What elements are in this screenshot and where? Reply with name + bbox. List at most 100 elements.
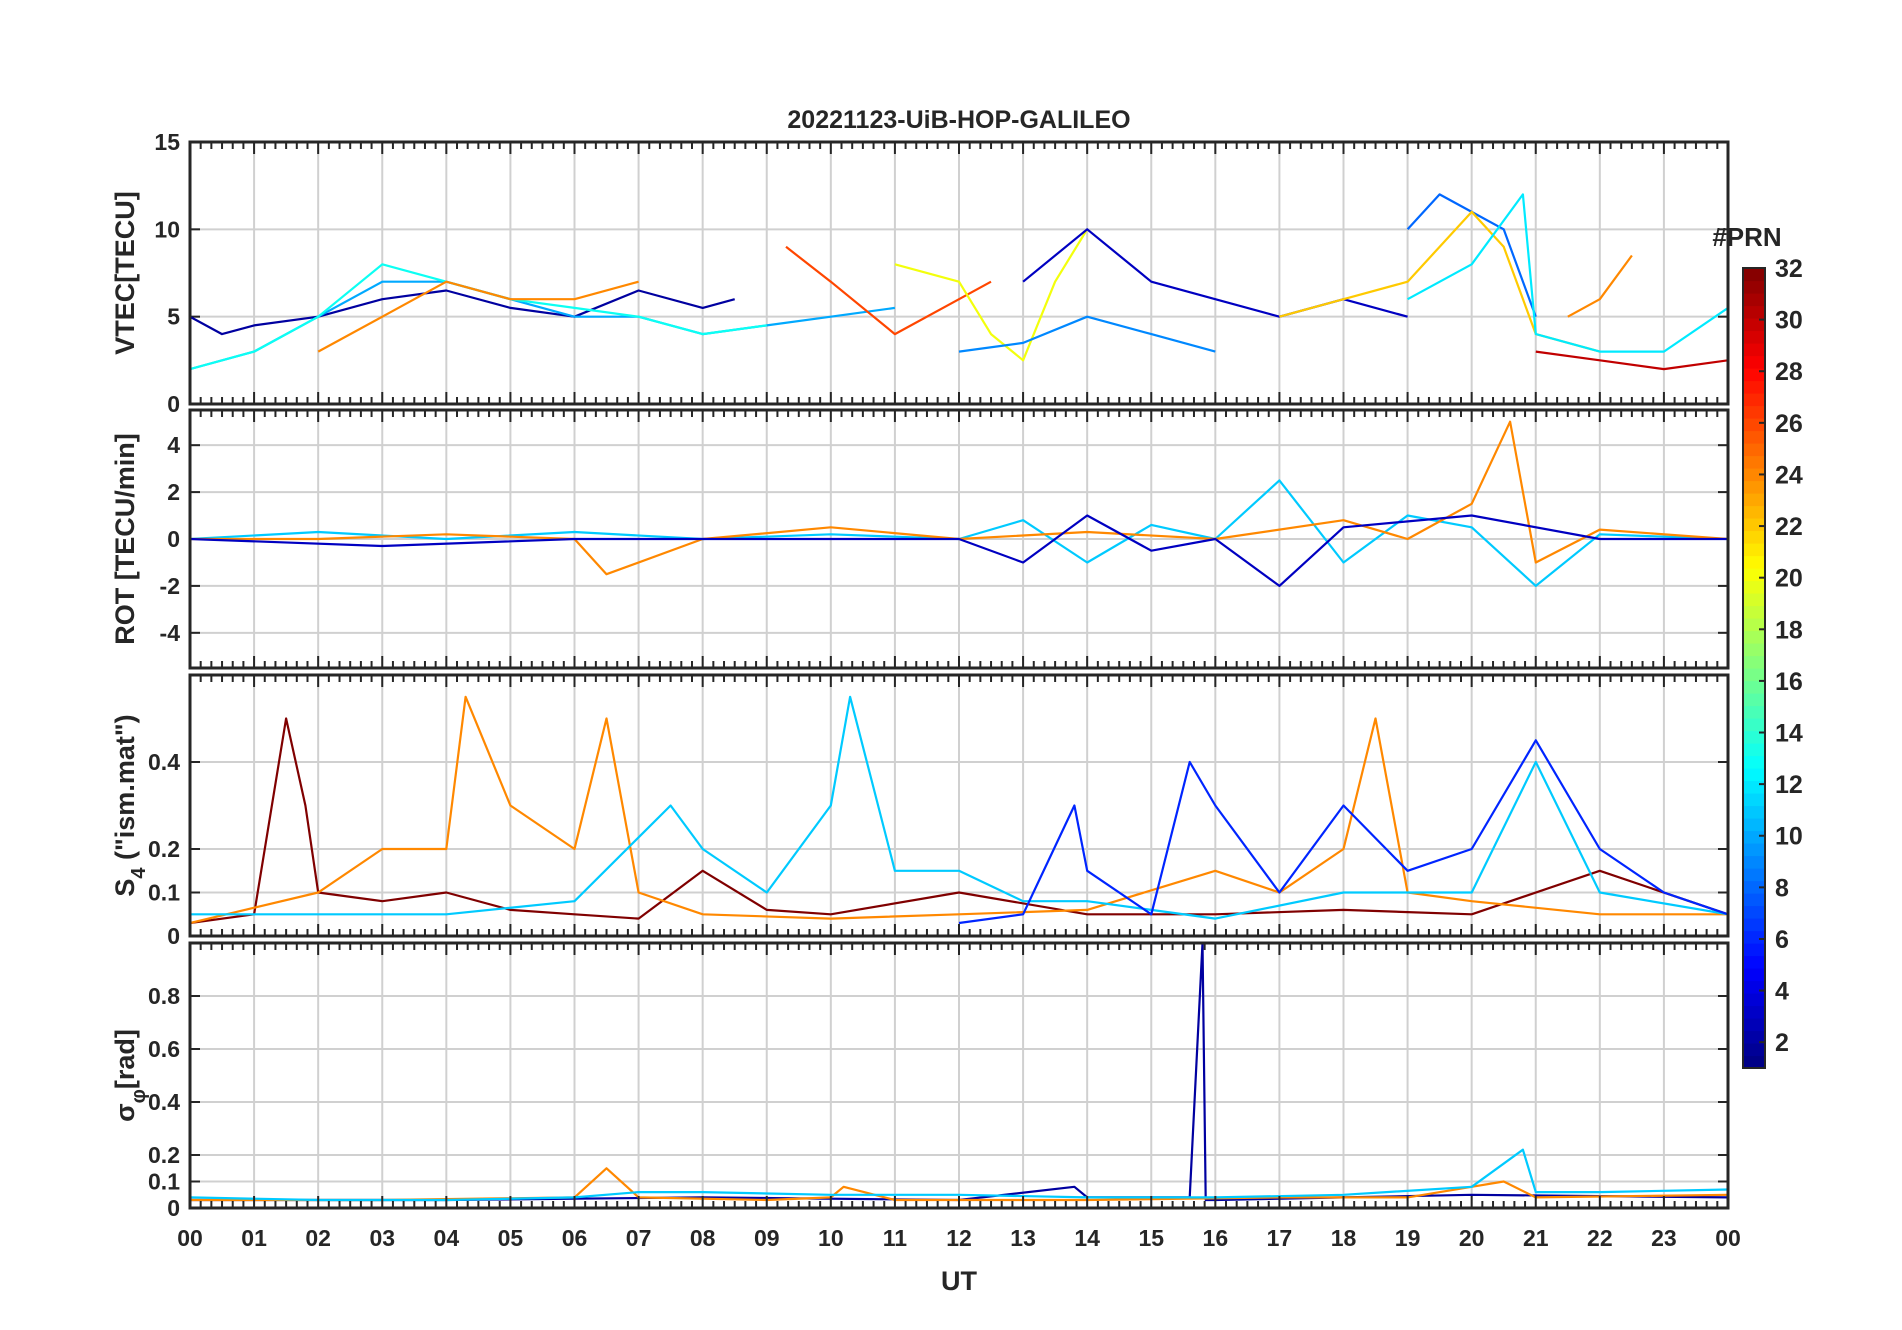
colorbar-tick-label: 30 [1775,307,1803,335]
y-tick-label: 0 [167,923,180,949]
colorbar-segment [1743,780,1765,794]
y-tick-label: 0.2 [148,836,180,862]
colorbar-segment [1743,805,1765,819]
colorbar-tick-label: 20 [1775,565,1803,593]
x-tick-label: 08 [690,1225,716,1251]
colorbar-segment [1743,543,1765,557]
y-tick-label: 0.8 [148,983,180,1009]
colorbar-segment [1743,518,1765,532]
colorbar-segment [1743,718,1765,732]
series-line-prn-11 [190,479,1728,588]
colorbar-segment [1743,618,1765,632]
y-tick-label: 2 [167,479,180,505]
x-tick-label: 18 [1331,1225,1357,1251]
y-tick-label: 0 [167,391,180,417]
colorbar-segment [1743,905,1765,919]
ylabel-main: S [110,879,140,897]
ylabel-sub: φ [128,1089,150,1103]
colorbar-segment [1743,743,1765,757]
y-tick-label: 0.4 [148,749,180,775]
colorbar-segment [1743,993,1765,1007]
colorbar-tick-label: 26 [1775,410,1803,438]
x-tick-label: 21 [1523,1225,1549,1251]
colorbar-segment [1743,880,1765,894]
colorbar-tick-label: 8 [1775,874,1789,902]
y-axis-label: σφ[rad] [110,1029,150,1122]
colorbar-segment [1743,643,1765,657]
colorbar-segment [1743,668,1765,682]
colorbar-segment [1743,655,1765,669]
x-tick-label: 09 [754,1225,780,1251]
colorbar-segment [1743,968,1765,982]
colorbar-tick-label: 4 [1775,978,1789,1006]
x-tick-label: 04 [434,1225,460,1251]
axes-frame [188,941,1730,1210]
colorbar-segment [1743,818,1765,832]
x-tick-label: 01 [241,1225,267,1251]
series-line-prn-30 [1535,350,1728,371]
colorbar-segment [1743,555,1765,569]
x-axis-label: UT [941,1266,977,1296]
colorbar-tick-label: 24 [1775,461,1803,489]
y-tick-label: -2 [160,573,180,599]
colorbar-segment [1743,393,1765,407]
x-tick-label: 06 [562,1225,588,1251]
colorbar-segment [1743,418,1765,432]
colorbar-segment [1743,293,1765,307]
colorbar-segment [1743,1005,1765,1019]
colorbar-tick-label: 28 [1775,358,1803,386]
colorbar-title: #PRN [1712,222,1781,252]
series-group [190,193,1728,371]
x-tick-label: 02 [305,1225,331,1251]
ylabel-rest: [rad] [110,1029,140,1089]
colorbar-segment [1743,730,1765,744]
colorbar-segment [1743,1055,1765,1069]
colorbar-segment [1743,268,1765,282]
y-tick-label: 0.4 [148,1089,180,1115]
colorbar-segment [1743,680,1765,694]
axes-frame [188,408,1730,670]
colorbar-segment [1743,430,1765,444]
series-line-prn-3 [190,514,1728,588]
y-tick-label: 4 [167,432,180,458]
ylabel-main: σ [110,1103,140,1121]
colorbar-segment [1743,480,1765,494]
colorbar-segment [1743,955,1765,969]
colorbar-segment [1743,755,1765,769]
colorbar-segment [1743,893,1765,907]
x-tick-label: 23 [1651,1225,1677,1251]
colorbar-segment [1743,568,1765,582]
series-group [190,420,1728,588]
colorbar-segment [1743,493,1765,507]
x-tick-label: 16 [1203,1225,1229,1251]
colorbar-tick-label: 12 [1775,771,1803,799]
colorbar-segment [1743,530,1765,544]
x-tick-label: 03 [369,1225,395,1251]
x-tick-label: 05 [498,1225,524,1251]
colorbar-frame [1742,267,1766,1069]
x-tick-label: 00 [1715,1225,1741,1251]
colorbar-segment [1743,330,1765,344]
x-tick-label: 10 [818,1225,844,1251]
colorbar-segment [1743,368,1765,382]
colorbar-segment [1743,918,1765,932]
panel-s4: 00.10.20.4S4 ("ism.mat") [110,673,1730,949]
colorbar-segment [1743,980,1765,994]
y-tick-label: 5 [167,304,180,330]
y-tick-label: 10 [154,216,180,242]
colorbar-tick-label: 14 [1775,720,1803,748]
colorbar-segment [1743,930,1765,944]
series-line-prn-11 [190,695,1728,920]
y-tick-label: 0.1 [148,880,180,906]
colorbar-tick-label: 18 [1775,616,1803,644]
series-line-prn-6 [958,739,1728,925]
ylabel-rest: ("ism.mat") [110,714,140,867]
colorbar-segment [1743,355,1765,369]
series-line-prn-24 [317,280,639,353]
panel-vtec: 0 5 10 15 VTEC[TECU] [110,129,1730,417]
colorbar-segment [1743,380,1765,394]
colorbar-segment [1743,318,1765,332]
colorbar-segment [1743,580,1765,594]
